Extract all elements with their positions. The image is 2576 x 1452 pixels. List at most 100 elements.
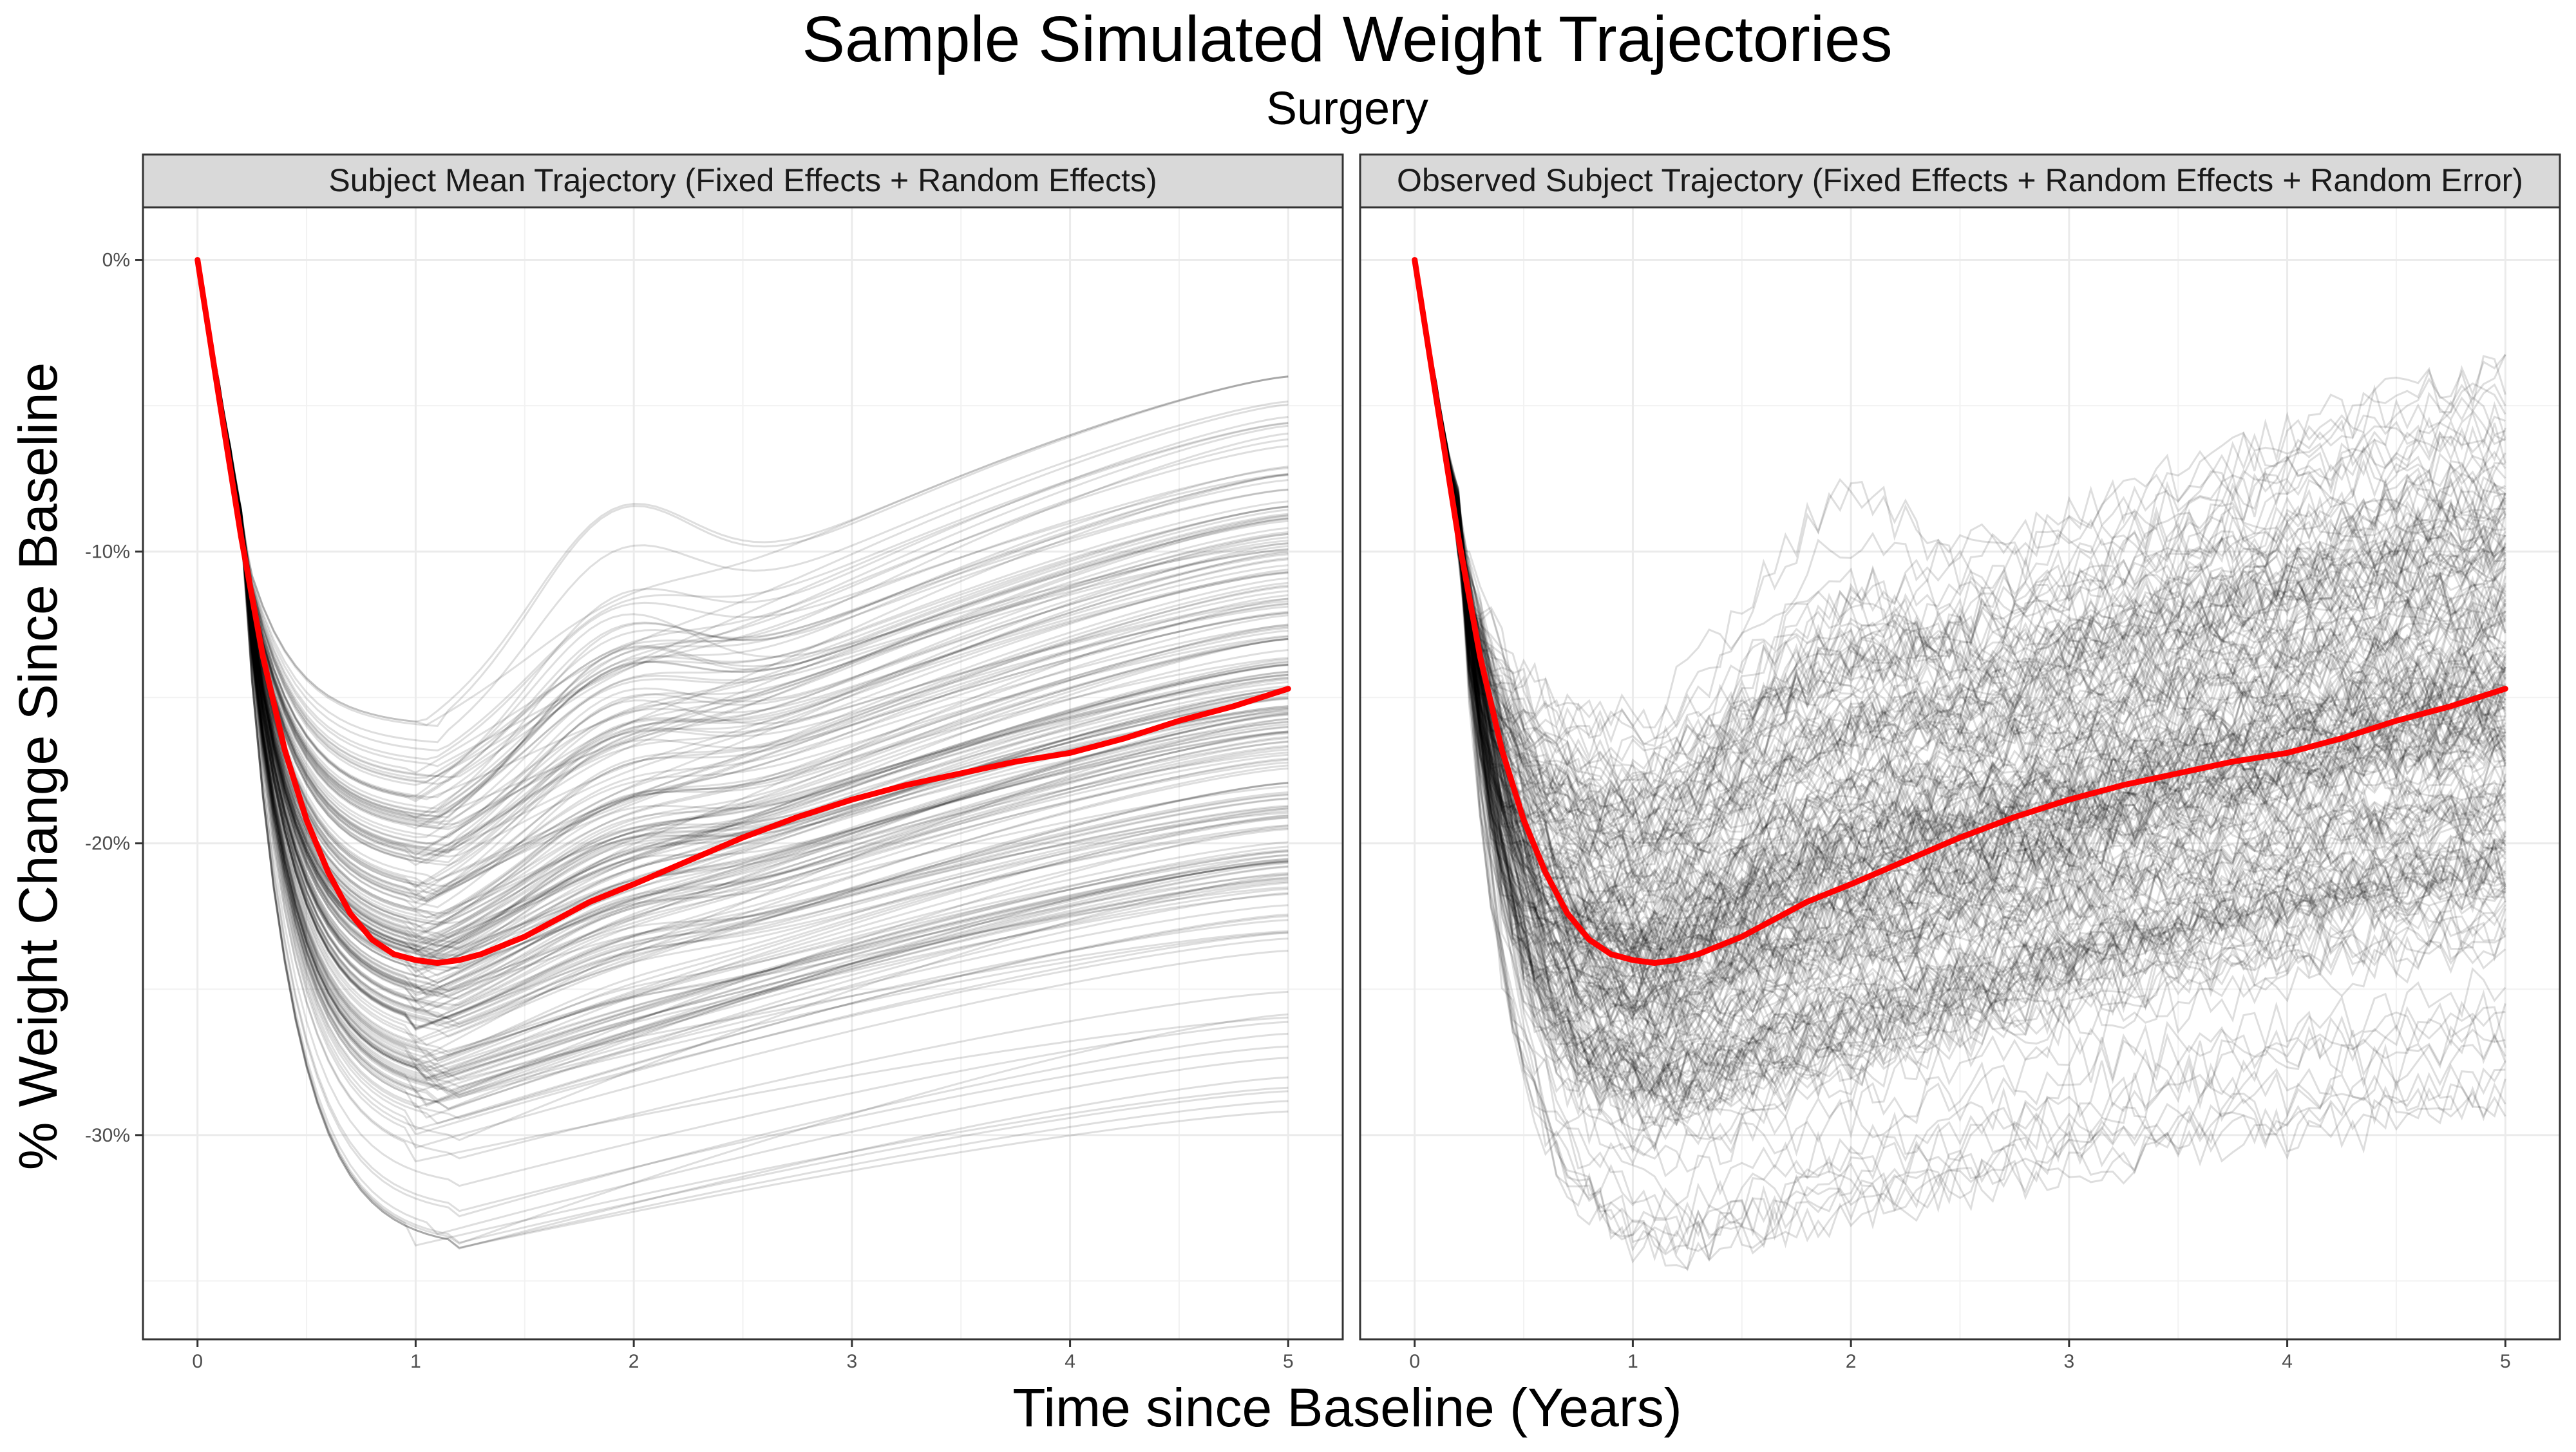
subject-line bbox=[1414, 259, 2506, 1027]
subject-line bbox=[196, 259, 1289, 896]
subject-line bbox=[196, 259, 1289, 783]
x-tick-label: 3 bbox=[2064, 1351, 2075, 1372]
subject-line bbox=[1414, 259, 2506, 867]
subject-line bbox=[196, 259, 1289, 1002]
subject-line bbox=[196, 259, 1289, 819]
subject-line bbox=[196, 259, 1289, 953]
subject-line bbox=[1414, 259, 2506, 1090]
subject-line bbox=[1414, 259, 2506, 854]
subject-line bbox=[196, 259, 1289, 726]
subject-line bbox=[1414, 259, 2506, 1007]
subject-line bbox=[196, 259, 1289, 1245]
subject-line bbox=[196, 259, 1289, 818]
subject-line bbox=[196, 259, 1289, 1002]
subject-line bbox=[196, 259, 1289, 919]
subject-line bbox=[196, 259, 1289, 1046]
subject-line bbox=[196, 259, 1289, 939]
subject-line bbox=[1414, 259, 2506, 1126]
subject-line bbox=[196, 259, 1289, 1109]
subject-line bbox=[1414, 259, 2506, 1022]
subject-line bbox=[196, 259, 1289, 1187]
subject-line bbox=[196, 259, 1289, 845]
subject-line bbox=[1414, 259, 2506, 818]
subject-line bbox=[196, 259, 1289, 1101]
subject-line bbox=[1414, 259, 2506, 908]
subject-line bbox=[1414, 259, 2506, 729]
subject-line bbox=[1414, 259, 2506, 1108]
subject-line bbox=[196, 259, 1289, 989]
subject-line bbox=[1414, 259, 2506, 1126]
subject-line bbox=[1414, 259, 2506, 1236]
subject-line bbox=[1414, 259, 2506, 1003]
subject-line bbox=[1414, 259, 2506, 823]
subject-line bbox=[196, 259, 1289, 1080]
subject-line bbox=[196, 259, 1289, 814]
subject-line bbox=[196, 259, 1289, 1044]
subject-line bbox=[196, 259, 1289, 999]
subject-line bbox=[1414, 259, 2506, 870]
subject-line bbox=[196, 259, 1289, 847]
subject-line bbox=[196, 259, 1289, 851]
subject-line bbox=[1414, 259, 2506, 835]
subject-line bbox=[196, 259, 1289, 960]
subject-line bbox=[1414, 259, 2506, 1086]
subject-line bbox=[1414, 259, 2506, 1264]
subject-line bbox=[1414, 259, 2506, 943]
subject-line bbox=[1414, 259, 2506, 1041]
subject-line bbox=[196, 259, 1289, 1020]
subject-line bbox=[1414, 259, 2506, 814]
subject-line bbox=[196, 259, 1289, 1042]
subject-line bbox=[196, 259, 1289, 752]
subject-line bbox=[1414, 259, 2506, 856]
subject-line bbox=[196, 259, 1289, 1088]
facet-strip bbox=[1359, 153, 2561, 209]
subject-line bbox=[1414, 259, 2506, 927]
subject-line bbox=[196, 259, 1289, 903]
subject-line bbox=[196, 259, 1289, 800]
subject-line bbox=[196, 259, 1289, 1028]
subject-line bbox=[1414, 259, 2506, 1015]
subject-line bbox=[196, 259, 1289, 929]
y-axis-label: % Weight Change Since Baseline bbox=[8, 363, 68, 1171]
x-tick-label: 2 bbox=[1846, 1351, 1857, 1372]
x-tick-label: 4 bbox=[2282, 1351, 2293, 1372]
subject-line bbox=[196, 259, 1289, 867]
subject-line bbox=[196, 259, 1289, 867]
subject-line bbox=[1414, 259, 2506, 898]
subject-line bbox=[196, 259, 1289, 827]
subject-line bbox=[1414, 259, 2506, 1095]
subject-line bbox=[196, 259, 1289, 1236]
subject-line bbox=[196, 259, 1289, 1249]
subject-line bbox=[196, 259, 1289, 1136]
subject-line bbox=[196, 259, 1289, 984]
subject-line bbox=[1414, 259, 2506, 1110]
x-tick-label: 4 bbox=[1065, 1351, 1075, 1372]
subject-line bbox=[196, 259, 1289, 948]
subject-line bbox=[196, 259, 1289, 961]
subject-line bbox=[1414, 259, 2506, 941]
x-tick-label: 3 bbox=[847, 1351, 858, 1372]
subject-line bbox=[1414, 259, 2506, 1073]
subject-line bbox=[1414, 259, 2506, 1015]
subject-line bbox=[1414, 259, 2506, 845]
subject-line bbox=[1414, 259, 2506, 1178]
x-tick-label: 5 bbox=[2500, 1351, 2511, 1372]
chart-subtitle: Surgery bbox=[1266, 83, 1428, 135]
subject-line bbox=[196, 259, 1289, 917]
subject-line bbox=[196, 259, 1289, 778]
subject-line bbox=[196, 259, 1289, 1031]
subject-line bbox=[1414, 259, 2506, 1127]
subject-line bbox=[1414, 259, 2506, 810]
subject-line bbox=[1414, 259, 2506, 907]
subject-line bbox=[196, 259, 1289, 1110]
subject-line bbox=[1414, 259, 2506, 838]
subject-line bbox=[1414, 259, 2506, 941]
subject-line bbox=[1414, 259, 2506, 802]
subject-line bbox=[1414, 259, 2506, 1073]
subject-line bbox=[1414, 259, 2506, 1094]
subject-line bbox=[196, 259, 1289, 1009]
subject-line bbox=[196, 259, 1289, 798]
subject-line bbox=[196, 259, 1289, 1099]
subject-line bbox=[1414, 259, 2506, 939]
